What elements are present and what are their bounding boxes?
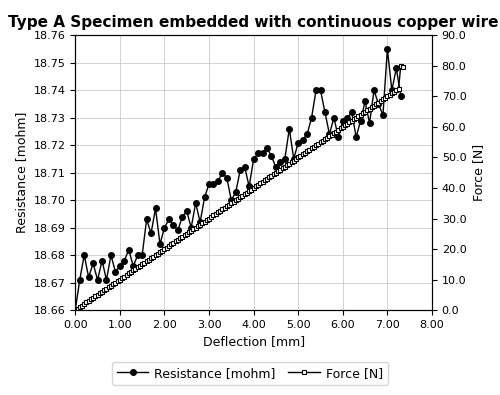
Resistance [mohm] bbox=[398, 93, 404, 98]
Y-axis label: Force [N]: Force [N] bbox=[472, 144, 485, 201]
Resistance [mohm] bbox=[180, 214, 186, 219]
Resistance [mohm] bbox=[250, 157, 256, 162]
Y-axis label: Resistance [mohm]: Resistance [mohm] bbox=[15, 112, 28, 233]
Force [N] bbox=[228, 201, 234, 206]
Force [N] bbox=[398, 64, 404, 68]
X-axis label: Deflection [mm]: Deflection [mm] bbox=[202, 335, 304, 348]
Force [N] bbox=[273, 170, 279, 175]
Resistance [mohm] bbox=[139, 253, 145, 258]
Force [N] bbox=[94, 292, 100, 297]
Line: Resistance [mohm]: Resistance [mohm] bbox=[72, 46, 404, 313]
Resistance [mohm] bbox=[144, 217, 150, 222]
Resistance [mohm] bbox=[72, 308, 78, 312]
Line: Force [N]: Force [N] bbox=[73, 64, 405, 312]
Force [N] bbox=[304, 149, 310, 154]
Force [N] bbox=[72, 308, 78, 312]
Title: Type A Specimen embedded with continuous copper wire: Type A Specimen embedded with continuous… bbox=[8, 15, 499, 30]
Force [N] bbox=[134, 265, 140, 270]
Legend: Resistance [mohm], Force [N]: Resistance [mohm], Force [N] bbox=[112, 362, 388, 385]
Resistance [mohm] bbox=[255, 151, 261, 156]
Force [N] bbox=[235, 196, 241, 201]
Resistance [mohm] bbox=[366, 121, 372, 126]
Resistance [mohm] bbox=[384, 47, 390, 51]
Force [N] bbox=[400, 65, 406, 70]
